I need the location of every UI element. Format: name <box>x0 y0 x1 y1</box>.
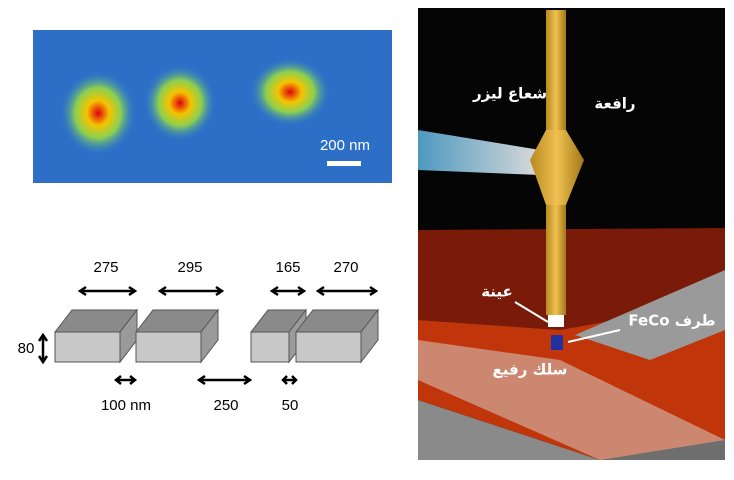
laser-label: شعاع ليزر <box>472 85 547 103</box>
blob <box>60 71 136 155</box>
blob <box>250 58 330 126</box>
height-label: 80 <box>18 340 35 357</box>
scale-bar-label: 200 nm <box>320 137 370 154</box>
tip-label: طرف FeCo <box>628 312 715 330</box>
width-label: 165 <box>275 259 300 276</box>
cantilever-label: رافعة <box>594 95 635 113</box>
setup-panel: شعاع ليزر رافعة عينة طرف FeCo سلك رفيع <box>418 8 725 460</box>
width-label: 275 <box>93 259 118 276</box>
microscopy-panel: 200 nm <box>33 30 392 183</box>
gap-label: 50 <box>282 397 299 414</box>
pointer <box>514 301 621 343</box>
gap-label: 100 nm <box>101 397 151 414</box>
scale-bar <box>327 161 361 166</box>
sample-label: عينة <box>481 283 513 301</box>
dimension-labels: 275 295 165 270 80 100 nm 250 50 <box>18 259 359 414</box>
gap-label: 250 <box>213 397 238 414</box>
blob <box>144 65 216 141</box>
dimension-arrows <box>37 285 379 386</box>
blocks-diagram <box>53 308 380 364</box>
width-label: 295 <box>177 259 202 276</box>
wire-label: سلك رفيع <box>493 361 568 379</box>
width-label: 270 <box>333 259 358 276</box>
